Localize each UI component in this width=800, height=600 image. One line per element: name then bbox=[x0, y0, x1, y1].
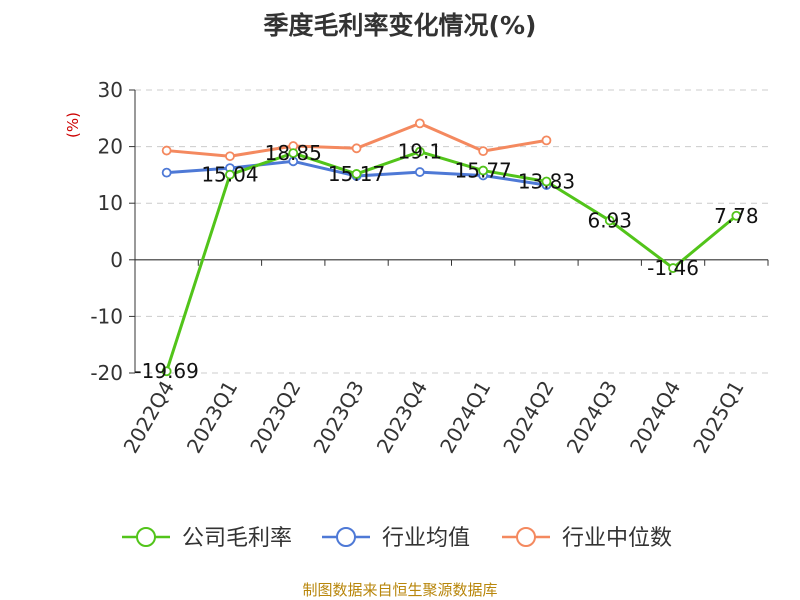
data-point[interactable] bbox=[225, 169, 235, 180]
legend-item[interactable]: 行业均值 bbox=[322, 526, 470, 551]
legend-label: 行业均值 bbox=[382, 526, 470, 551]
data-point[interactable] bbox=[161, 366, 172, 377]
grid-lines bbox=[129, 89, 768, 374]
data-point[interactable] bbox=[225, 151, 235, 162]
data-label: 6.93 bbox=[587, 209, 632, 233]
data-point[interactable] bbox=[288, 148, 299, 159]
x-tick-label: 2024Q2 bbox=[498, 377, 558, 458]
x-tick-label: 2024Q1 bbox=[435, 377, 495, 458]
legend-item[interactable]: 行业中位数 bbox=[502, 526, 672, 551]
series-line bbox=[165, 150, 738, 372]
x-tick-label: 2024Q3 bbox=[562, 377, 622, 458]
data-point[interactable] bbox=[161, 145, 172, 156]
chart-title: 季度毛利率变化情况(%) bbox=[264, 11, 537, 40]
data-point[interactable] bbox=[604, 215, 615, 226]
y-tick-labels: 30 20 10 0 -10 -20 bbox=[90, 78, 123, 385]
x-tick-label: 2024Q4 bbox=[625, 377, 685, 458]
x-tick-label: 2025Q1 bbox=[688, 377, 748, 458]
source-note: 制图数据来自恒生聚源数据库 bbox=[302, 581, 497, 599]
y-tick-label: 0 bbox=[110, 248, 123, 272]
x-tick-label: 2023Q2 bbox=[245, 377, 305, 458]
data-label: 15.17 bbox=[328, 162, 385, 186]
data-point[interactable] bbox=[668, 263, 678, 273]
legend-marker bbox=[136, 527, 156, 547]
data-point[interactable] bbox=[351, 169, 362, 179]
data-label: 18.85 bbox=[265, 141, 322, 165]
data-point[interactable] bbox=[414, 146, 425, 157]
data-point[interactable] bbox=[541, 135, 552, 146]
y-tick-label: 20 bbox=[98, 135, 123, 159]
data-label: -1.46 bbox=[647, 256, 699, 280]
y-tick-label: -20 bbox=[90, 361, 123, 385]
legend-marker bbox=[516, 527, 536, 547]
data-point[interactable] bbox=[414, 167, 425, 177]
legend-item[interactable]: 公司毛利率 bbox=[122, 526, 292, 551]
x-tick-label: 2023Q3 bbox=[308, 377, 368, 458]
data-point[interactable] bbox=[731, 210, 742, 221]
legend-marker bbox=[336, 527, 356, 547]
axes bbox=[134, 90, 769, 373]
legend-label: 行业中位数 bbox=[562, 526, 672, 551]
data-label: 19.1 bbox=[398, 140, 443, 164]
data-label: -19.69 bbox=[134, 359, 198, 383]
data-point[interactable] bbox=[351, 143, 362, 154]
data-label: 7.78 bbox=[714, 204, 759, 228]
y-tick-label: -10 bbox=[90, 304, 123, 328]
y-tick-label: 10 bbox=[98, 191, 123, 215]
x-tick-label: 2022Q4 bbox=[119, 377, 179, 458]
data-point[interactable] bbox=[478, 165, 489, 176]
data-point[interactable] bbox=[541, 176, 552, 187]
data-label: 13.83 bbox=[518, 170, 575, 194]
data-label: 15.04 bbox=[201, 163, 258, 187]
x-tick-label: 2023Q4 bbox=[372, 377, 432, 458]
legend[interactable]: 公司毛利率 行业均值 行业中位数 bbox=[122, 526, 672, 551]
data-point[interactable] bbox=[478, 146, 489, 157]
series-lines bbox=[161, 118, 742, 377]
data-point[interactable] bbox=[161, 167, 172, 178]
x-tick-labels: 2022Q4 2023Q1 2023Q2 2023Q3 2023Q4 2024Q1 2024… bbox=[119, 377, 749, 458]
legend-label: 公司毛利率 bbox=[182, 526, 292, 551]
data-point[interactable] bbox=[414, 118, 425, 129]
y-tick-label: 30 bbox=[98, 78, 123, 102]
y-axis-label: (%) bbox=[64, 112, 82, 138]
data-label: 15.77 bbox=[455, 159, 512, 183]
x-tick-label: 2023Q1 bbox=[182, 377, 242, 458]
